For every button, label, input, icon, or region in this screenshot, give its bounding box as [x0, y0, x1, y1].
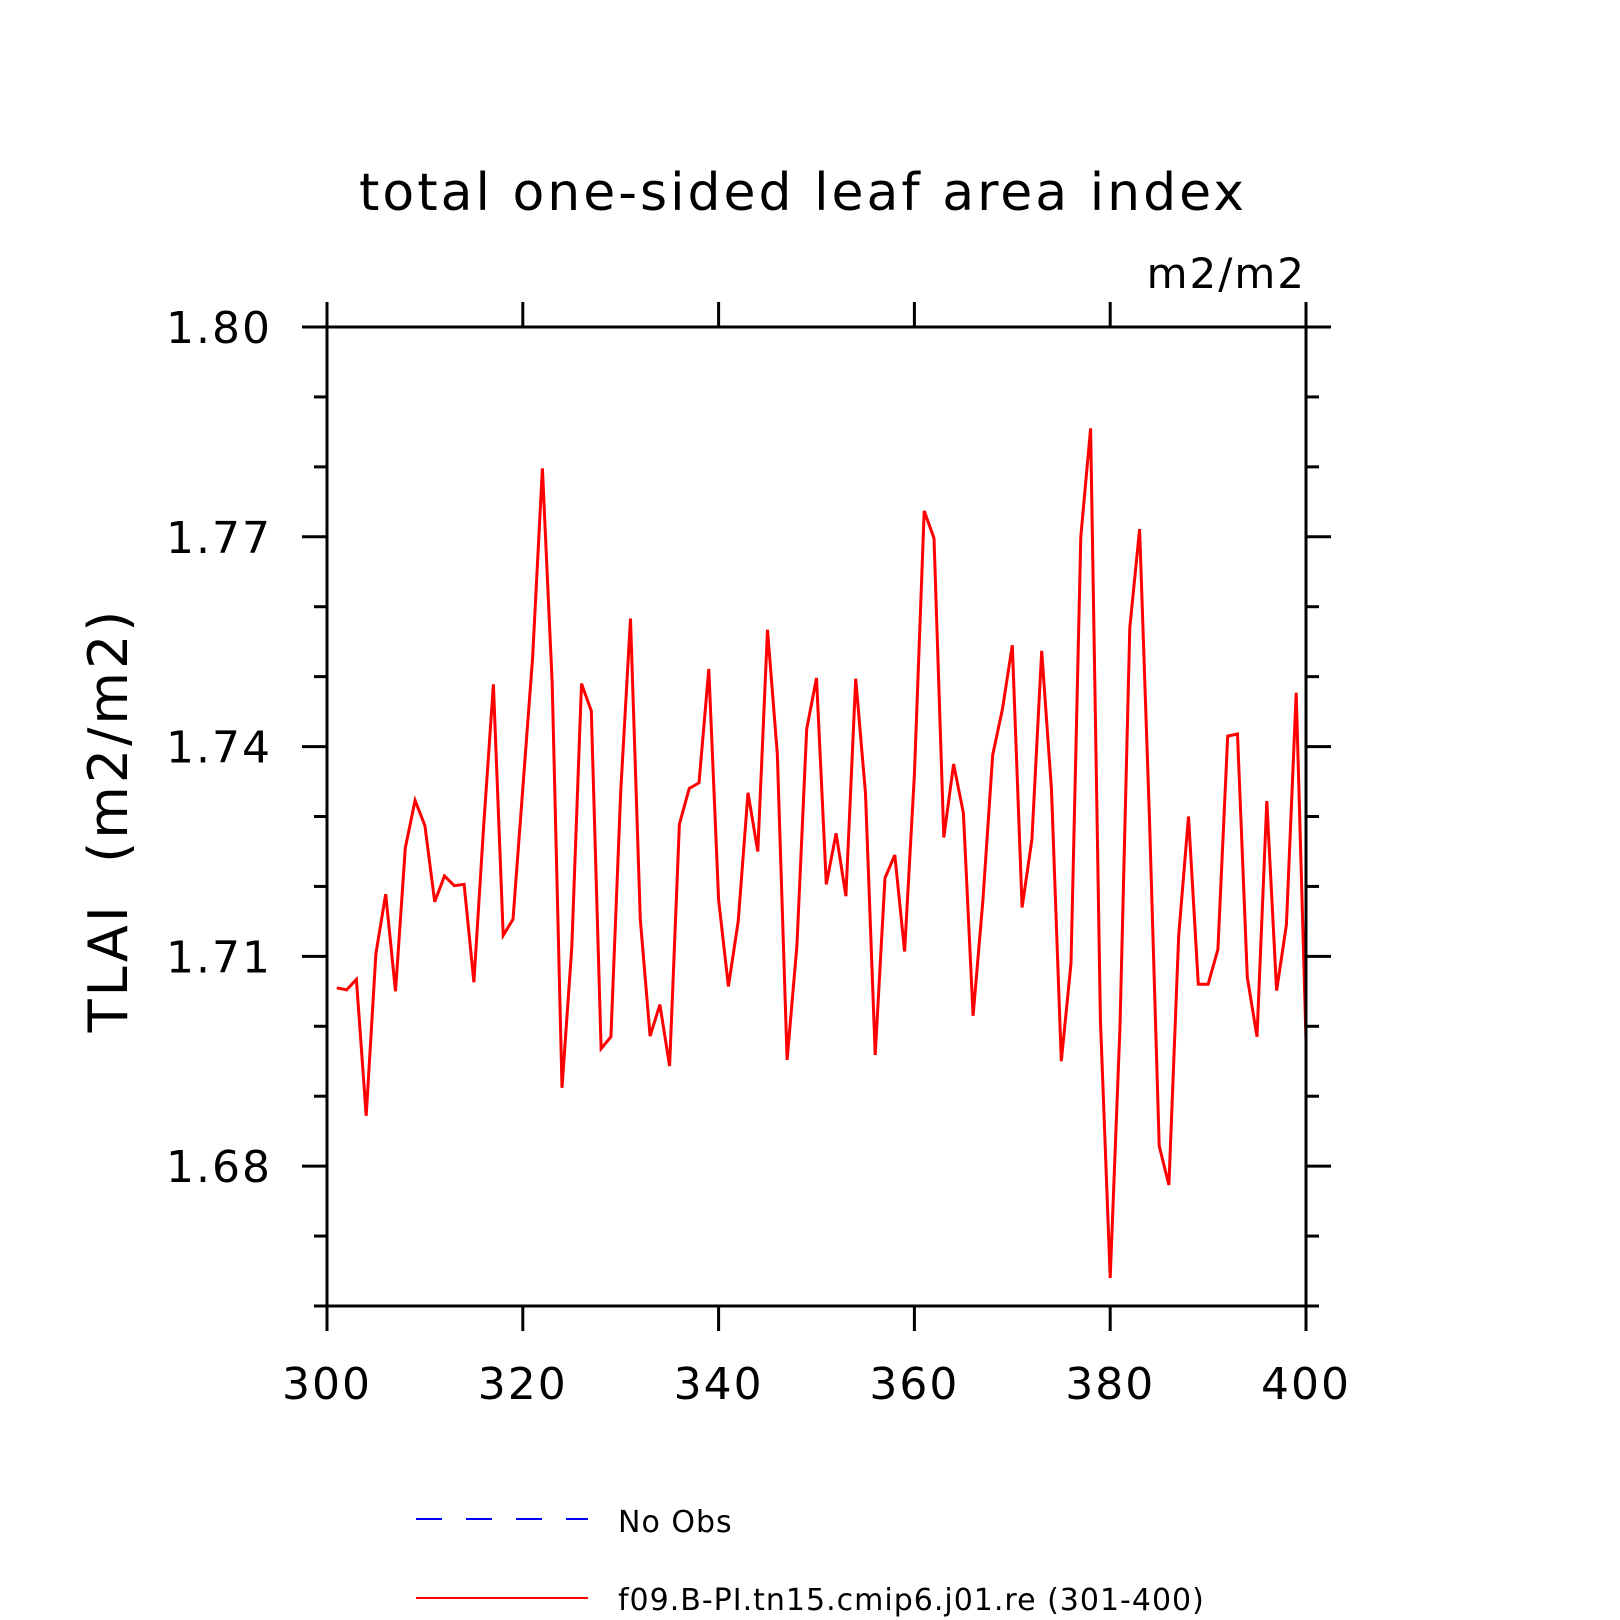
x-tick-label: 360 [869, 1359, 959, 1410]
series-line-tlai [336, 428, 1308, 1279]
legend: No Obs f09.B-PI.tn15.cmip6.j01.re (301-4… [416, 1505, 1205, 1618]
plot-frame [325, 325, 1308, 1308]
y-tick-label: 1.80 [166, 303, 272, 354]
y-tick-label: 1.77 [166, 513, 272, 564]
x-tick-label: 400 [1261, 1359, 1351, 1410]
axis-ticks [302, 302, 1331, 1331]
units-label: m2/m2 [1147, 249, 1306, 298]
y-tick-label: 1.74 [166, 723, 272, 774]
chart-title: total one-sided leaf area index [359, 163, 1247, 223]
x-tick-label: 300 [282, 1359, 372, 1410]
y-axis-label: TLAI (m2/m2) [77, 608, 140, 1034]
legend-label-no-obs: No Obs [618, 1505, 733, 1540]
y-tick-label: 1.68 [166, 1142, 272, 1193]
legend-label-model-run: f09.B-PI.tn15.cmip6.j01.re (301-400) [618, 1583, 1205, 1618]
x-tick-label: 380 [1065, 1359, 1155, 1410]
tick-labels: 300 320 340 360 380 400 1.68 1.71 1.74 1.77 1.80 [166, 303, 1351, 1410]
x-tick-label: 320 [478, 1359, 568, 1410]
x-tick-label: 340 [674, 1359, 764, 1410]
y-tick-label: 1.71 [166, 932, 272, 983]
